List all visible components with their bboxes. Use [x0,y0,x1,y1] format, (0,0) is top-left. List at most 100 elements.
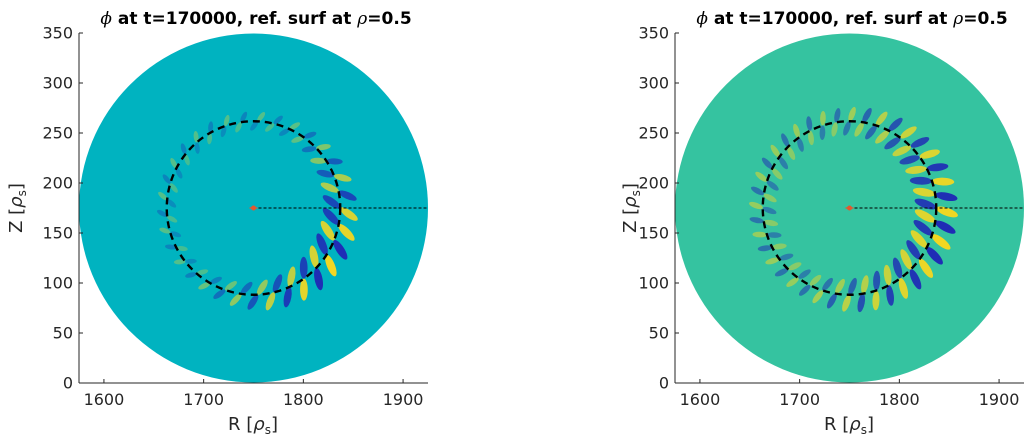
x-tick-label: 1600 [84,390,125,409]
eddy-lobe [157,209,178,223]
x-tick-label: 1800 [283,390,324,409]
eddy-lobe [229,281,253,306]
eddy-lobe [910,230,943,265]
eddy-lobe [320,182,357,201]
axes: 1600 1700 1800 1900 0 50 100 150 200 250 300 350 [638,24,1024,409]
eddy-lobe [899,149,940,165]
x-tick-label: 1900 [979,390,1020,409]
heatmap-plot [675,33,1024,383]
x-tick-label: 1900 [383,390,424,409]
eddy-lobe [283,266,296,308]
x-tick-label: 1600 [680,390,721,409]
y-tick-label: 200 [638,174,669,193]
chart-title: ϕ at t=170000, ref. surf at ρ=0.5 [696,9,1007,29]
eddy-lobe [316,169,352,182]
y-tick-label: 150 [42,224,73,243]
eddy-lobe [793,123,804,152]
eddy-lobe [185,269,209,278]
eddy-lobe [750,186,777,203]
y-tick-label: 100 [42,274,73,293]
x-tick-label: 1800 [879,390,920,409]
eddy-lobe [301,144,331,153]
eddy-lobe [906,240,934,278]
eddy-lobe [770,144,789,170]
eddy-lobe [265,274,283,311]
eddy-lobe [883,264,894,306]
eddy-lobe [913,219,951,250]
eddy-lobe [198,276,222,290]
eddy-lobe [831,108,841,137]
x-axis-label: R [ρs] [228,414,278,437]
x-axis-label: R [ρs] [824,414,874,437]
y-tick-label: 50 [53,324,73,343]
eddy-lobe [235,111,248,133]
eddy-lobe [299,256,308,301]
eddy-lobe [749,201,777,215]
eddy-lobe [884,126,917,150]
eddy-lobe [757,243,787,252]
eddy-lobe [914,198,958,218]
right-chart-panel: ϕ at t=170000, ref. surf at ρ=0.5 1600 17… [514,0,1028,437]
eddy-lobe [320,220,348,260]
heatmap-plot [79,33,428,383]
eddy-lobe [193,131,200,154]
y-tick-label: 200 [42,174,73,193]
eddy-lobe [774,262,802,277]
eddy-lobe [799,274,822,296]
eddy-lobe [761,157,783,180]
eddy-lobe [892,257,909,299]
eddy-pattern [157,111,358,311]
eddy-lobe [180,143,190,166]
eddy-lobe [854,107,872,137]
eddy-lobe [309,245,324,291]
eddy-lobe [322,195,358,221]
axes: 1600 1700 1800 1900 0 50 100 150 200 250 300 350 [42,24,428,409]
eddy-lobe [207,121,214,145]
eddy-lobe [265,115,283,132]
eddy-lobe [812,277,833,304]
eddy-lobe [909,176,955,186]
eddy-lobe [165,244,188,252]
eddy-lobe [843,106,856,136]
eddy-lobe [162,174,178,193]
eddy-lobe [247,279,268,310]
eddy-lobe [316,233,337,277]
eddy-lobe [912,187,958,202]
eddy-lobe [159,227,182,238]
y-tick-label: 0 [659,374,669,393]
eddy-lobe [826,278,845,309]
x-tick-label: 1700 [183,390,224,409]
y-tick-label: 50 [649,324,669,343]
eddy-lobe [755,171,779,191]
eddy-lobe [752,231,782,238]
y-tick-label: 250 [42,124,73,143]
eddy-lobe [765,253,794,265]
left-chart-panel: ϕ at t=170000, ref. surf at ρ=0.5 1600 17… [6,9,428,437]
eddy-lobe [892,137,930,157]
eddy-lobe [842,277,857,312]
y-axis-label: Z [ρs] [620,183,643,233]
eddy-lobe [278,122,301,136]
eddy-lobe [291,131,317,143]
eddy-lobe [173,258,197,265]
left-chart: ϕ at t=170000, ref. surf at ρ=0.5 1600 17… [6,9,428,437]
eddy-lobe [781,133,796,160]
eddy-lobe [900,249,922,290]
eddy-lobe [213,281,237,299]
y-tick-label: 350 [42,24,73,43]
eddy-lobe [905,163,949,174]
eddy-lobe [786,269,811,287]
eddy-lobe [914,209,956,234]
eddy-lobe [220,114,230,138]
y-tick-label: 300 [42,74,73,93]
right-chart: ϕ at t=170000, ref. surf at ρ=0.5 1600 17… [620,9,1024,437]
eddy-lobe [170,157,183,179]
eddy-lobe [857,275,869,313]
eddy-lobe [158,191,177,208]
eddy-lobe [749,217,779,227]
y-axis-label: Z [ρs] [6,183,29,233]
y-tick-label: 100 [638,274,669,293]
eddy-lobe [310,157,343,165]
eddy-lobe [865,111,888,140]
eddy-lobe [250,112,266,131]
